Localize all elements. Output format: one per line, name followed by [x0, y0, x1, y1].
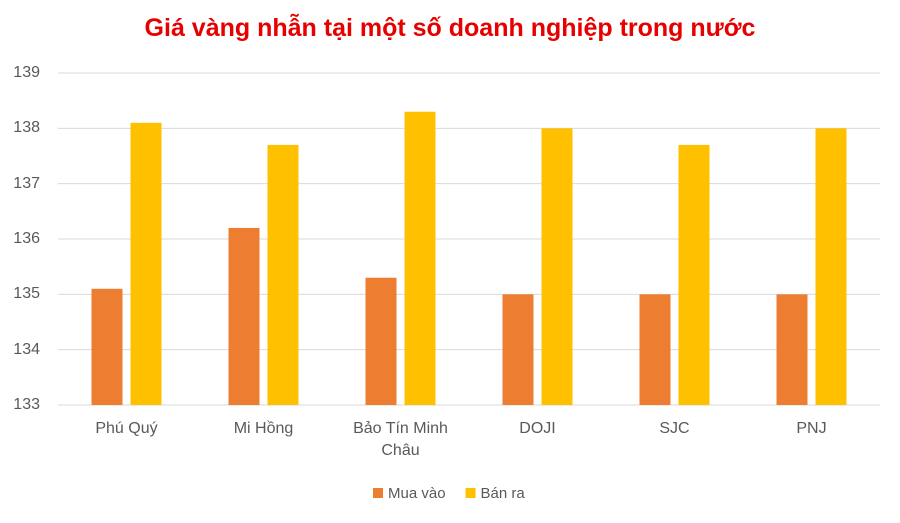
bar: [91, 288, 123, 405]
bar: [404, 111, 436, 405]
legend-swatch: [373, 488, 383, 498]
bar: [130, 122, 162, 406]
y-tick-label: 133: [13, 396, 40, 413]
x-tick-label: Mi Hồng: [233, 420, 294, 437]
y-tick-label: 136: [13, 230, 40, 247]
bar: [267, 144, 299, 405]
y-tick-label: 138: [13, 119, 40, 137]
bar: [365, 277, 397, 405]
chart-title: Giá vàng nhẫn tại một số doanh nghiệp tr…: [144, 14, 756, 42]
x-tick-label: Bảo Tín Minh Châu: [353, 420, 448, 459]
bar: [776, 294, 808, 405]
x-tick-label: Phú Quý: [95, 420, 158, 437]
x-tick-label: DOJI: [519, 420, 556, 437]
x-tick-label: PNJ: [796, 420, 827, 437]
x-tick-label: SJC: [659, 420, 690, 437]
bar: [815, 128, 847, 406]
bar: [502, 294, 534, 405]
y-tick-label: 139: [13, 64, 40, 81]
bar: [541, 128, 573, 406]
legend-label: Mua vào: [388, 485, 446, 502]
y-tick-label: 134: [13, 340, 40, 358]
bar: [228, 227, 260, 405]
bar: [639, 294, 671, 405]
legend-label: Bán ra: [481, 485, 526, 502]
bar: [678, 144, 710, 405]
legend-swatch: [465, 488, 476, 498]
y-tick-label: 135: [13, 285, 40, 303]
y-tick-label: 137: [13, 174, 40, 192]
